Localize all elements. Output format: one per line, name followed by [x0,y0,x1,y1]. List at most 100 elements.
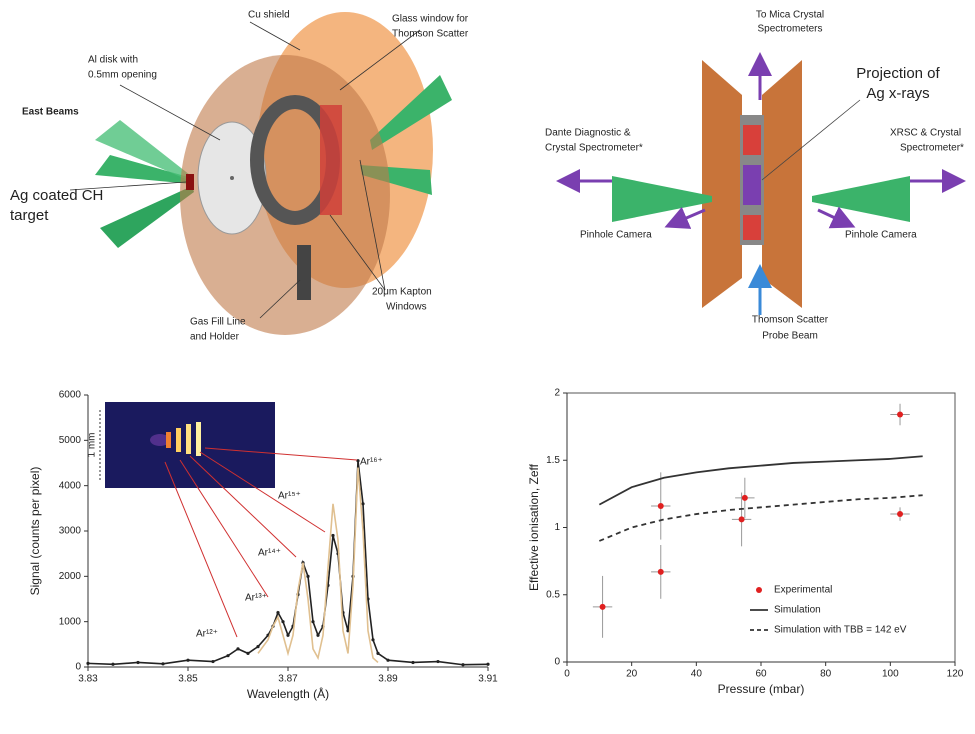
x-tick-label: 120 [947,669,964,680]
label: Cu shield [248,10,290,21]
panel [762,60,802,308]
y-axis-label: Signal (counts per pixel) [28,467,42,596]
x-tick-label: 100 [882,669,899,680]
label: Windows [386,302,427,313]
point [600,604,606,610]
annotation: Ar¹⁵⁺ [278,491,301,502]
figure: Cu shield Glass window for Thomson Scatt… [0,0,975,734]
y-tick-label: 2 [554,388,560,399]
y-tick-label: 1000 [59,616,82,627]
y-tick-label: 0 [554,657,560,668]
label: Al disk with [88,55,138,66]
target [186,174,194,190]
label: Crystal Spectrometer* [545,143,643,154]
point [897,412,903,418]
annotation: Ar¹⁶⁺ [360,457,383,468]
label: To Mica Crystal [756,10,824,21]
annotation: Ar¹²⁺ [196,629,218,640]
target-diagram: Cu shield Glass window for Thomson Scatt… [10,10,469,343]
y-tick-label: 0 [75,662,81,673]
label: XRSC & Crystal [890,128,961,139]
y-tick-label: 4000 [59,480,82,491]
label: target [10,207,49,224]
point [286,634,289,637]
point [136,661,139,664]
legend-label: Simulation with TBB = 142 eV [774,625,907,636]
label: Thomson Scatter [392,29,469,40]
xray [743,165,761,205]
x-tick-label: 3.83 [78,674,98,685]
label: East Beams [22,107,79,118]
gas-line [297,245,311,300]
window [743,215,761,240]
point [361,502,364,505]
y-tick-label: 1 [554,522,560,533]
label: 20μm Kapton [372,287,432,298]
point [306,575,309,578]
x-tick-label: 3.89 [378,674,398,685]
y-tick-label: 0.5 [546,589,560,600]
point [226,654,229,657]
point [186,659,189,662]
point [658,569,664,575]
point [386,659,389,662]
kapton [320,105,342,215]
point [331,534,334,537]
x-tick-label: 3.87 [278,674,298,685]
x-tick-label: 80 [820,669,832,680]
line-image [176,428,181,452]
point [86,662,89,665]
label: Spectrometers [757,24,822,35]
y-tick-label: 3000 [59,526,82,537]
beam [100,186,194,248]
x-axis-label: Wavelength (Å) [247,686,329,701]
panel [702,60,742,308]
inset: 1 mm [87,402,275,488]
point [246,652,249,655]
point [161,662,164,665]
simulation-line [599,495,922,541]
point [411,661,414,664]
point [316,634,319,637]
label: Pinhole Camera [580,230,652,241]
annotation: Ar¹³⁺ [245,593,267,604]
label: and Holder [190,332,240,343]
point [376,652,379,655]
point [436,660,439,663]
cone [612,176,712,222]
y-tick-label: 2000 [59,571,82,582]
point [742,495,748,501]
label: 0.5mm opening [88,70,157,81]
label: Thomson Scatter [752,315,829,326]
point [311,620,314,623]
point [236,647,239,650]
y-tick-label: 6000 [59,390,82,401]
plot-frame [567,393,955,662]
y-tick-label: 5000 [59,435,82,446]
line-image [166,432,171,448]
x-tick-label: 3.85 [178,674,198,685]
x-tick-label: 3.91 [478,674,498,685]
point [211,660,214,663]
opening [230,176,234,180]
label: Gas Fill Line [190,317,246,328]
x-tick-label: 60 [755,669,767,680]
x-axis-label: Pressure (mbar) [718,682,805,696]
label: Projection of [856,65,940,82]
point [897,511,903,517]
y-axis-label: Effective ionisation, Zeff [527,463,541,591]
x-tick-label: 0 [564,669,570,680]
label: Glass window for [392,14,469,25]
annotation: Ar¹⁴⁺ [258,548,281,559]
label: Ag x-rays [866,85,929,102]
legend-swatch [756,587,762,593]
window [743,125,761,155]
point [281,620,284,623]
label: Spectrometer* [900,143,964,154]
y-tick-label: 1.5 [546,455,560,466]
setup-diagram: To Mica Crystal Spectrometers Projection… [545,10,964,342]
point [111,663,114,666]
line-image [186,424,191,454]
point [739,516,745,522]
legend-label: Experimental [774,585,832,596]
